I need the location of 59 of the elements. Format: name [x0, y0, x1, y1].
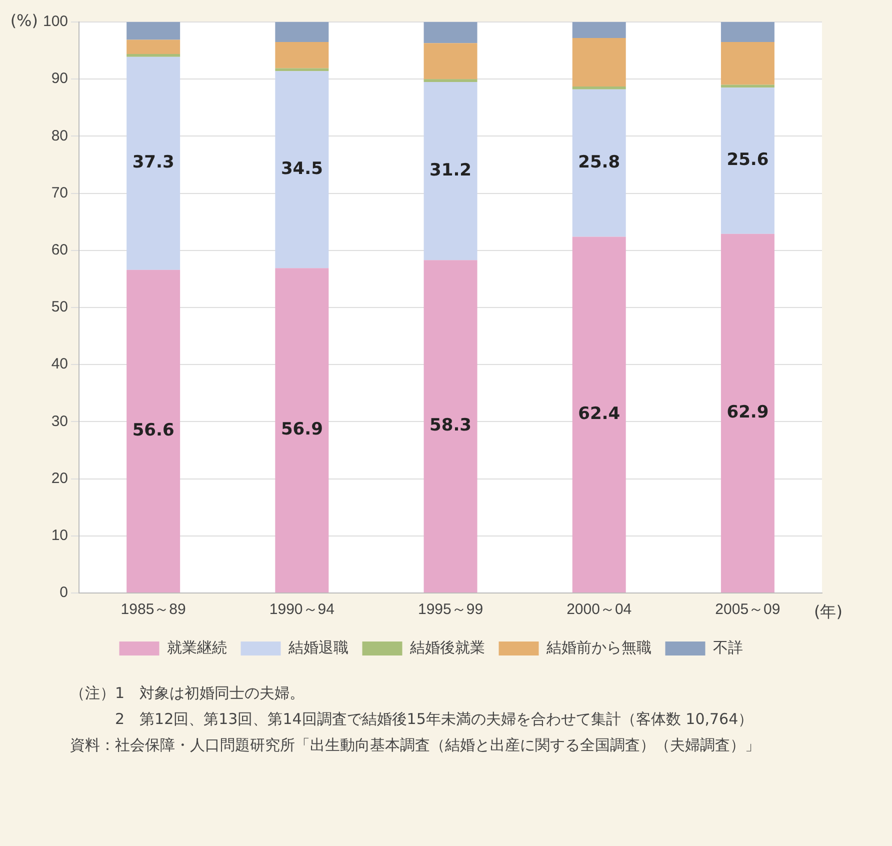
text: （注）1 対象は初婚同士の夫婦。: [70, 683, 306, 704]
bar: [572, 89, 626, 237]
bar: [126, 56, 180, 270]
data-label: 37.3: [132, 152, 174, 173]
legend-label: 結婚前から無職: [545, 638, 652, 656]
bar: [424, 22, 478, 44]
y-tick-label: 90: [51, 70, 68, 88]
x-tick-label: 2000～04: [566, 601, 632, 618]
text: 資料：社会保障・人口問題研究所「出生動向基本調査（結婚と出産に関する全国調査）（夫婦調査）」: [70, 735, 761, 756]
y-axis-title: (%): [10, 11, 38, 30]
bar: [572, 86, 626, 90]
y-tick-label: 80: [51, 127, 68, 144]
legend-label: 就業継続: [166, 638, 227, 656]
bar: [720, 234, 774, 592]
bar: [572, 22, 626, 38]
y-tick-label: 40: [51, 356, 68, 373]
bar: [126, 54, 180, 57]
x-tick-label: 1995～99: [418, 601, 484, 618]
data-label: 25.6: [726, 150, 769, 170]
bar: [572, 236, 626, 592]
x-tick-label: 2005～09: [715, 601, 780, 618]
bar: [126, 270, 180, 592]
bar: [720, 42, 774, 85]
data-label: 56.9: [280, 420, 323, 440]
data-label: 31.2: [430, 160, 472, 180]
data-label: 62.4: [578, 404, 620, 424]
y-tick-label: 10: [51, 527, 68, 544]
bar: [275, 42, 329, 68]
data-label: 34.5: [280, 159, 323, 180]
legend-label: 結婚退職: [287, 638, 348, 656]
x-tick-label: 1990～94: [269, 601, 334, 618]
legend-label: 不詳: [712, 638, 743, 656]
y-tick-label: 70: [51, 184, 68, 202]
bar: [275, 22, 329, 42]
data-label: 62.9: [726, 402, 769, 423]
y-tick-label: 20: [51, 470, 68, 487]
bar: [424, 79, 478, 82]
bar: [424, 43, 478, 80]
y-tick-label: 100: [42, 13, 68, 30]
bar: [275, 268, 329, 592]
y-tick-label: 30: [51, 412, 68, 430]
bar: [424, 82, 478, 260]
x-tick-label: 1985～89: [120, 601, 186, 618]
text: 2 第12回、第13回、第14回調査で結婚後15年未満の夫婦を合わせて集計（客体数 10,764）: [114, 709, 754, 730]
bar: [720, 22, 774, 42]
y-tick-label: 60: [51, 242, 68, 259]
bar: [126, 40, 180, 54]
y-tick-label: 50: [51, 298, 68, 316]
bar: [424, 260, 478, 592]
bar: [572, 38, 626, 87]
bar: [720, 88, 774, 234]
bar: [275, 71, 329, 268]
bar: [126, 22, 180, 40]
data-label: 56.6: [132, 420, 174, 441]
x-axis-title: (年): [814, 602, 842, 622]
data-label: 58.3: [430, 416, 472, 436]
y-tick-label: 0: [60, 584, 68, 602]
legend-label: 結婚後就業: [408, 638, 485, 656]
data-label: 25.8: [578, 152, 620, 172]
